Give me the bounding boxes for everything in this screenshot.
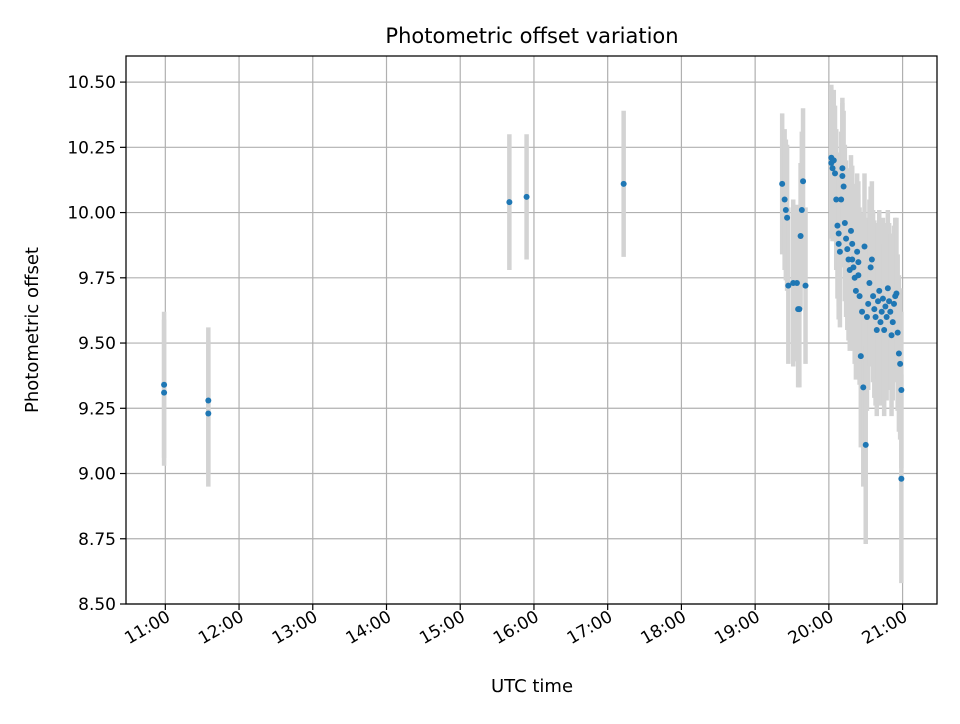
data-point [876,287,883,294]
data-point [833,196,840,203]
data-point [860,384,867,391]
data-point [898,387,905,394]
x-axis-label: UTC time [491,676,573,697]
data-point [889,319,896,326]
data-point [785,282,792,289]
data-point [871,306,878,313]
data-point [839,165,846,172]
data-point [161,389,168,396]
data-point [838,196,845,203]
data-point [841,220,848,227]
data-point [890,300,897,307]
data-point [798,206,805,213]
data-point [884,285,891,292]
data-point [862,441,869,448]
data-point [872,313,879,320]
data-point [855,259,862,266]
data-point [784,214,791,221]
data-point [863,313,870,320]
data-point [861,243,868,250]
data-point [835,240,842,247]
data-point [849,240,856,247]
data-point [506,199,513,206]
data-point [879,295,886,302]
y-tick-label: 8.75 [78,530,116,550]
data-point [523,193,530,200]
data-point [887,308,894,315]
data-point [866,280,873,287]
y-axis-label: Photometric offset [22,247,43,413]
y-tick-label: 10.00 [67,204,116,224]
y-tick-label: 9.50 [78,334,116,354]
data-point [868,256,875,263]
y-tick-label: 10.25 [67,138,116,158]
data-point [832,170,839,177]
data-point [865,300,872,307]
data-point [800,178,807,185]
data-point [852,287,859,294]
data-point [850,264,857,271]
data-point [797,233,804,240]
data-point [830,157,837,164]
data-point [886,298,893,305]
data-point [836,248,843,255]
data-point [843,235,850,242]
y-tick-label: 9.00 [78,465,116,485]
data-point [855,272,862,279]
data-point [849,256,856,263]
y-axis-ticks: 8.50 8.75 9.00 9.25 9.50 9.75 10.00 10.25 10.50 [67,73,126,615]
data-point [205,410,212,417]
data-point [847,227,854,234]
data-point [781,196,788,203]
data-point [793,280,800,287]
data-point [875,298,882,305]
data-point [873,327,880,333]
data-point [859,308,866,315]
data-point [205,397,212,404]
data-point [796,306,803,313]
data-point [882,303,889,310]
data-point [883,313,890,320]
data-point [620,180,627,187]
data-point [835,230,842,237]
data-point [878,308,885,315]
data-point [839,173,846,180]
data-point [840,183,847,190]
chart-title: Photometric offset variation [385,24,678,48]
data-point [829,165,836,172]
data-point [898,475,905,482]
data-point [854,248,861,255]
data-point [867,264,874,271]
y-tick-label: 9.75 [78,269,116,289]
y-tick-label: 9.25 [78,399,116,419]
data-point [893,290,900,297]
y-tick-label: 10.50 [67,73,116,93]
data-point [844,246,851,253]
data-point [895,350,902,357]
data-point [782,206,789,213]
data-point [834,222,841,229]
data-point [870,293,877,300]
data-point [857,353,864,360]
data-point [877,319,884,326]
data-point [802,282,809,289]
data-points [161,154,905,482]
data-point [161,381,168,388]
data-point [779,180,786,187]
data-point [894,329,901,336]
y-tick-label: 8.50 [78,595,116,615]
data-point [881,327,888,333]
data-point [888,332,895,339]
data-point [856,293,863,300]
plot-area-frame [125,55,938,605]
data-point [897,360,904,367]
